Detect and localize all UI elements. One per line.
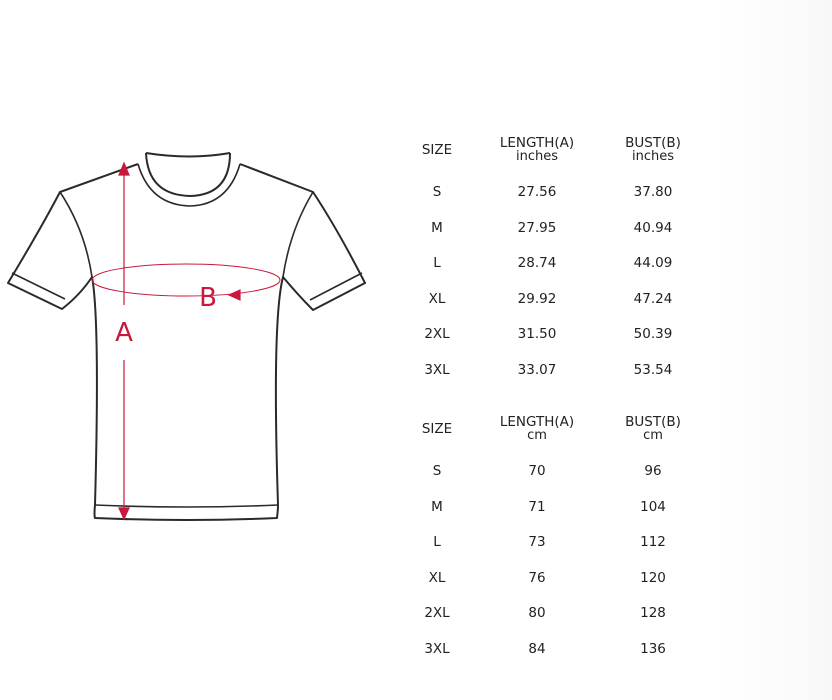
size-cell: S: [432, 184, 442, 200]
bust-header-label: BUST(B): [625, 135, 681, 151]
length-cell: 70: [528, 463, 546, 479]
bust-cell: 112: [640, 534, 666, 550]
bust-cell: 96: [644, 463, 662, 479]
length-header-label: LENGTH(A): [499, 414, 575, 430]
length-cell: 73: [528, 534, 546, 550]
size-cell: S: [432, 463, 442, 479]
tshirt-outline: [7, 152, 366, 521]
length-header: LENGTH(A) inches: [500, 136, 574, 164]
bust-label: B: [199, 283, 217, 313]
arrow-down-icon: [118, 507, 130, 521]
background-edge: [717, 0, 832, 700]
table-header: SIZE LENGTH(A) inches BUST(B) inches: [400, 136, 720, 164]
bust-cell: 47.24: [633, 291, 673, 307]
table-row: S 27.56 37.80: [400, 185, 720, 205]
size-cell: 2XL: [424, 605, 450, 621]
table-header: SIZE LENGTH(A) cm BUST(B) cm: [400, 415, 720, 443]
size-cell: 2XL: [424, 326, 450, 342]
table-row: XL 76 120: [400, 571, 720, 591]
bust-cell: 120: [640, 570, 666, 586]
bust-unit: inches: [631, 149, 675, 164]
bust-cell: 37.80: [633, 184, 673, 200]
table-row: L 28.74 44.09: [400, 256, 720, 276]
table-row: S 70 96: [400, 464, 720, 484]
length-cell: 84: [528, 641, 546, 657]
length-cell: 28.74: [517, 255, 557, 271]
bust-header: BUST(B) cm: [625, 415, 681, 443]
arrow-left-icon: [227, 289, 241, 301]
table-row: 3XL 84 136: [400, 642, 720, 662]
table-row: 2XL 31.50 50.39: [400, 327, 720, 347]
size-header: SIZE: [421, 421, 453, 437]
bust-measure-ellipse: [91, 263, 281, 297]
size-cell: L: [433, 255, 441, 271]
bust-cell: 104: [640, 499, 666, 515]
length-unit: inches: [515, 149, 559, 164]
length-cell: 27.95: [517, 220, 557, 236]
tshirt-diagram: A B: [7, 152, 366, 521]
bust-cell: 40.94: [633, 220, 673, 236]
length-unit: cm: [527, 428, 547, 443]
table-row: 2XL 80 128: [400, 606, 720, 626]
size-cell: L: [433, 534, 441, 550]
bust-cell: 44.09: [633, 255, 673, 271]
size-cell: XL: [428, 570, 446, 586]
length-cell: 27.56: [517, 184, 557, 200]
table-row: M 71 104: [400, 500, 720, 520]
size-cell: 3XL: [424, 362, 450, 378]
table-row: M 27.95 40.94: [400, 221, 720, 241]
bust-header-label: BUST(B): [625, 414, 681, 430]
bust-unit: cm: [643, 428, 663, 443]
length-label: A: [115, 318, 133, 348]
bust-cell: 50.39: [633, 326, 673, 342]
table-row: L 73 112: [400, 535, 720, 555]
size-cell: M: [431, 499, 443, 515]
table-row: 3XL 33.07 53.54: [400, 363, 720, 383]
bust-cell: 128: [640, 605, 666, 621]
length-cell: 76: [528, 570, 546, 586]
arrow-up-icon: [118, 161, 130, 176]
bust-cell: 136: [640, 641, 666, 657]
length-cell: 29.92: [517, 291, 557, 307]
measurement-guides: [91, 161, 281, 521]
bust-header: BUST(B) inches: [625, 136, 681, 164]
length-header: LENGTH(A) cm: [500, 415, 574, 443]
table-row: XL 29.92 47.24: [400, 292, 720, 312]
length-cell: 33.07: [517, 362, 557, 378]
length-cell: 71: [528, 499, 546, 515]
size-cell: XL: [428, 291, 446, 307]
length-cell: 31.50: [517, 326, 557, 342]
size-cell: 3XL: [424, 641, 450, 657]
size-cell: M: [431, 220, 443, 236]
length-header-label: LENGTH(A): [499, 135, 575, 151]
bust-cell: 53.54: [633, 362, 673, 378]
size-header: SIZE: [421, 142, 453, 158]
length-cell: 80: [528, 605, 546, 621]
